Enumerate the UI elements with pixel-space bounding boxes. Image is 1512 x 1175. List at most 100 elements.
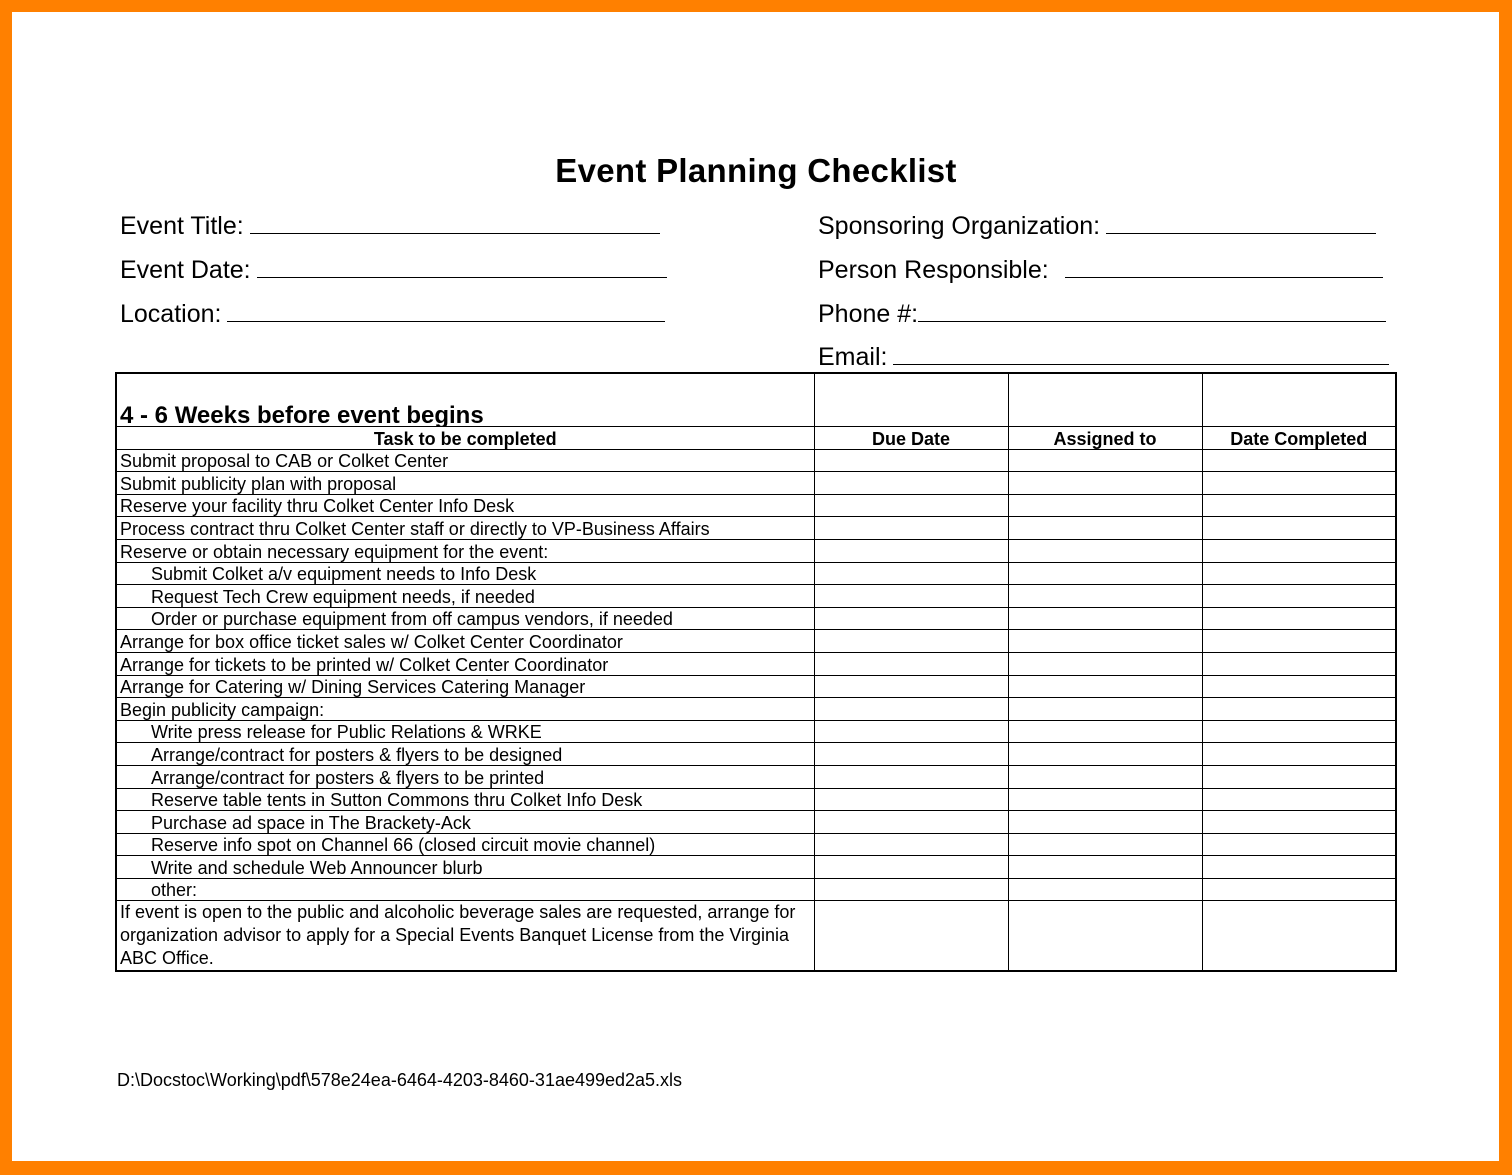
section-title: 4 - 6 Weeks before event begins xyxy=(115,372,815,427)
email-field[interactable]: Email: xyxy=(818,342,1390,372)
assigned-to-cell[interactable] xyxy=(1007,561,1203,586)
field-label: Person Responsible: xyxy=(818,256,1049,284)
table-row: Reserve your facility thru Colket Center… xyxy=(115,493,1397,518)
due-date-cell[interactable] xyxy=(813,719,1009,744)
date-completed-cell[interactable] xyxy=(1201,900,1397,972)
due-date-cell[interactable] xyxy=(813,855,1009,879)
due-date-cell[interactable] xyxy=(813,606,1009,631)
assigned-to-cell[interactable] xyxy=(1007,448,1203,473)
date-completed-cell[interactable] xyxy=(1201,810,1397,834)
due-date-cell[interactable] xyxy=(813,764,1009,789)
assigned-to-cell[interactable] xyxy=(1007,764,1203,789)
blank-line[interactable] xyxy=(1064,255,1383,278)
due-date-cell[interactable] xyxy=(813,810,1009,834)
sponsoring-organization-field[interactable]: Sponsoring Organization: xyxy=(818,211,1377,241)
date-completed-cell[interactable] xyxy=(1201,606,1397,631)
file-path-footer: D:\Docstoc\Working\pdf\578e24ea-6464-420… xyxy=(117,1070,683,1090)
blank-line[interactable] xyxy=(918,299,1387,322)
date-completed-cell[interactable] xyxy=(1201,855,1397,879)
blank-line[interactable] xyxy=(249,211,660,234)
assigned-to-cell[interactable] xyxy=(1007,877,1203,902)
date-completed-cell[interactable] xyxy=(1201,538,1397,563)
column-header-task: Task to be completed xyxy=(115,426,815,450)
assigned-to-cell[interactable] xyxy=(1007,742,1203,766)
assigned-to-cell[interactable] xyxy=(1007,606,1203,631)
assigned-to-cell[interactable] xyxy=(1007,719,1203,744)
blank-line[interactable] xyxy=(256,255,667,278)
assigned-to-cell[interactable] xyxy=(1007,832,1203,857)
table-row: Request Tech Crew equipment needs, if ne… xyxy=(115,584,1397,608)
assigned-to-cell[interactable] xyxy=(1007,516,1203,540)
task-cell: Write press release for Public Relations… xyxy=(115,719,815,744)
due-date-cell[interactable] xyxy=(813,877,1009,902)
date-completed-cell[interactable] xyxy=(1201,697,1397,721)
section-row: 4 - 6 Weeks before event begins xyxy=(115,372,1397,427)
due-date-cell[interactable] xyxy=(813,900,1009,972)
due-date-cell[interactable] xyxy=(813,651,1009,676)
due-date-cell[interactable] xyxy=(813,584,1009,608)
blank-line[interactable] xyxy=(1106,211,1377,234)
due-date-cell[interactable] xyxy=(813,471,1009,495)
field-label: Event Date: xyxy=(120,256,251,284)
checklist-table: 4 - 6 Weeks before event begins Task to … xyxy=(115,372,1397,973)
due-date-cell[interactable] xyxy=(813,516,1009,540)
task-cell: Reserve info spot on Channel 66 (closed … xyxy=(115,832,815,857)
date-completed-cell[interactable] xyxy=(1201,448,1397,473)
date-completed-cell[interactable] xyxy=(1201,471,1397,495)
field-label: Location: xyxy=(120,300,222,328)
assigned-to-cell[interactable] xyxy=(1007,855,1203,879)
table-row: Purchase ad space in The Brackety-Ack xyxy=(115,810,1397,834)
date-completed-cell[interactable] xyxy=(1201,742,1397,766)
due-date-cell[interactable] xyxy=(813,742,1009,766)
date-completed-cell[interactable] xyxy=(1201,787,1397,812)
table-row: Submit publicity plan with proposal xyxy=(115,471,1397,495)
task-cell: Submit Colket a/v equipment needs to Inf… xyxy=(115,561,815,586)
task-cell: Reserve table tents in Sutton Commons th… xyxy=(115,787,815,812)
event-date-field[interactable]: Event Date: xyxy=(120,255,667,285)
due-date-cell[interactable] xyxy=(813,561,1009,586)
due-date-cell[interactable] xyxy=(813,448,1009,473)
table-row: Process contract thru Colket Center staf… xyxy=(115,516,1397,540)
assigned-to-cell[interactable] xyxy=(1007,493,1203,518)
table-row: Arrange for box office ticket sales w/ C… xyxy=(115,629,1397,653)
assigned-to-cell[interactable] xyxy=(1007,697,1203,721)
assigned-to-cell[interactable] xyxy=(1007,810,1203,834)
location-field[interactable]: Location: xyxy=(120,299,666,329)
due-date-cell[interactable] xyxy=(813,538,1009,563)
date-completed-cell[interactable] xyxy=(1201,674,1397,699)
event-title-field[interactable]: Event Title: xyxy=(120,211,660,241)
assigned-to-cell[interactable] xyxy=(1007,900,1203,972)
assigned-to-cell[interactable] xyxy=(1007,674,1203,699)
field-label: Event Title: xyxy=(120,212,244,240)
date-completed-cell[interactable] xyxy=(1201,651,1397,676)
assigned-to-cell[interactable] xyxy=(1007,629,1203,653)
table-row: Submit Colket a/v equipment needs to Inf… xyxy=(115,561,1397,586)
phone-field[interactable]: Phone #: xyxy=(818,299,1387,329)
date-completed-cell[interactable] xyxy=(1201,561,1397,586)
due-date-cell[interactable] xyxy=(813,832,1009,857)
task-cell: Process contract thru Colket Center staf… xyxy=(115,516,815,540)
due-date-cell[interactable] xyxy=(813,493,1009,518)
due-date-cell[interactable] xyxy=(813,787,1009,812)
date-completed-cell[interactable] xyxy=(1201,877,1397,902)
assigned-to-cell[interactable] xyxy=(1007,787,1203,812)
person-responsible-field[interactable]: Person Responsible: xyxy=(818,255,1383,285)
assigned-to-cell[interactable] xyxy=(1007,471,1203,495)
date-completed-cell[interactable] xyxy=(1201,629,1397,653)
assigned-to-cell[interactable] xyxy=(1007,651,1203,676)
date-completed-cell[interactable] xyxy=(1201,516,1397,540)
date-completed-cell[interactable] xyxy=(1201,764,1397,789)
blank-line[interactable] xyxy=(893,342,1390,365)
assigned-to-cell[interactable] xyxy=(1007,584,1203,608)
date-completed-cell[interactable] xyxy=(1201,493,1397,518)
due-date-cell[interactable] xyxy=(813,629,1009,653)
date-completed-cell[interactable] xyxy=(1201,584,1397,608)
due-date-cell[interactable] xyxy=(813,674,1009,699)
task-cell: Arrange for box office ticket sales w/ C… xyxy=(115,629,815,653)
date-completed-cell[interactable] xyxy=(1201,832,1397,857)
empty-cell xyxy=(813,372,1009,427)
assigned-to-cell[interactable] xyxy=(1007,538,1203,563)
date-completed-cell[interactable] xyxy=(1201,719,1397,744)
blank-line[interactable] xyxy=(227,299,666,322)
due-date-cell[interactable] xyxy=(813,697,1009,721)
